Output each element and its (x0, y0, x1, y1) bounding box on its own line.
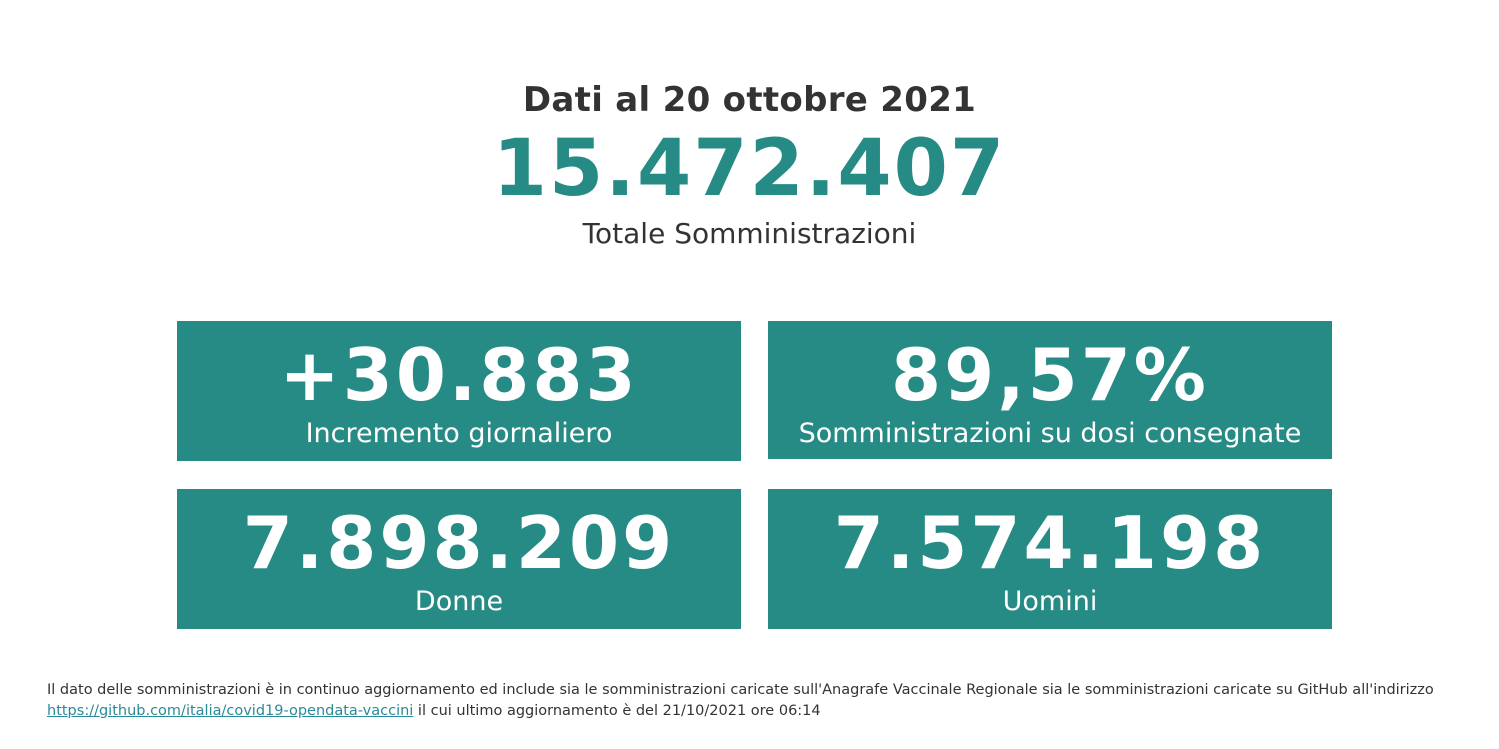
github-repo-link[interactable]: https://github.com/italia/covid19-openda… (47, 703, 414, 719)
footnote-line-2: https://github.com/italia/covid19-openda… (47, 701, 1477, 722)
date-title: Dati al 20 ottobre 2021 (522, 80, 977, 120)
doses-percentage-value: 89,57% (891, 333, 1209, 417)
women-card: 7.898.209 Donne (177, 489, 741, 629)
women-label: Donne (414, 586, 504, 617)
men-value: 7.574.198 (833, 501, 1267, 585)
doses-percentage-label: Somministrazioni su dosi consegnate (798, 418, 1302, 449)
footnote-line-1: Il dato delle somministrazioni è in cont… (47, 682, 1434, 698)
men-label: Uomini (1002, 586, 1098, 617)
men-card: 7.574.198 Uomini (768, 489, 1332, 629)
daily-increment-label: Incremento giornaliero (305, 418, 613, 449)
women-value: 7.898.209 (242, 501, 676, 585)
total-administrations-label: Totale Somministrazioni (582, 217, 917, 250)
daily-increment-card: +30.883 Incremento giornaliero (177, 321, 741, 461)
doses-percentage-card: 89,57% Somministrazioni su dosi consegna… (768, 321, 1332, 459)
daily-increment-value: +30.883 (279, 333, 639, 417)
total-administrations-value: 15.472.407 (492, 124, 1007, 214)
footnote-update-text: il cui ultimo aggiornamento è del 21/10/… (413, 703, 821, 719)
summary-header: Dati al 20 ottobre 2021 15.472.407 Total… (0, 78, 1499, 252)
footnote: Il dato delle somministrazioni è in cont… (47, 680, 1477, 722)
